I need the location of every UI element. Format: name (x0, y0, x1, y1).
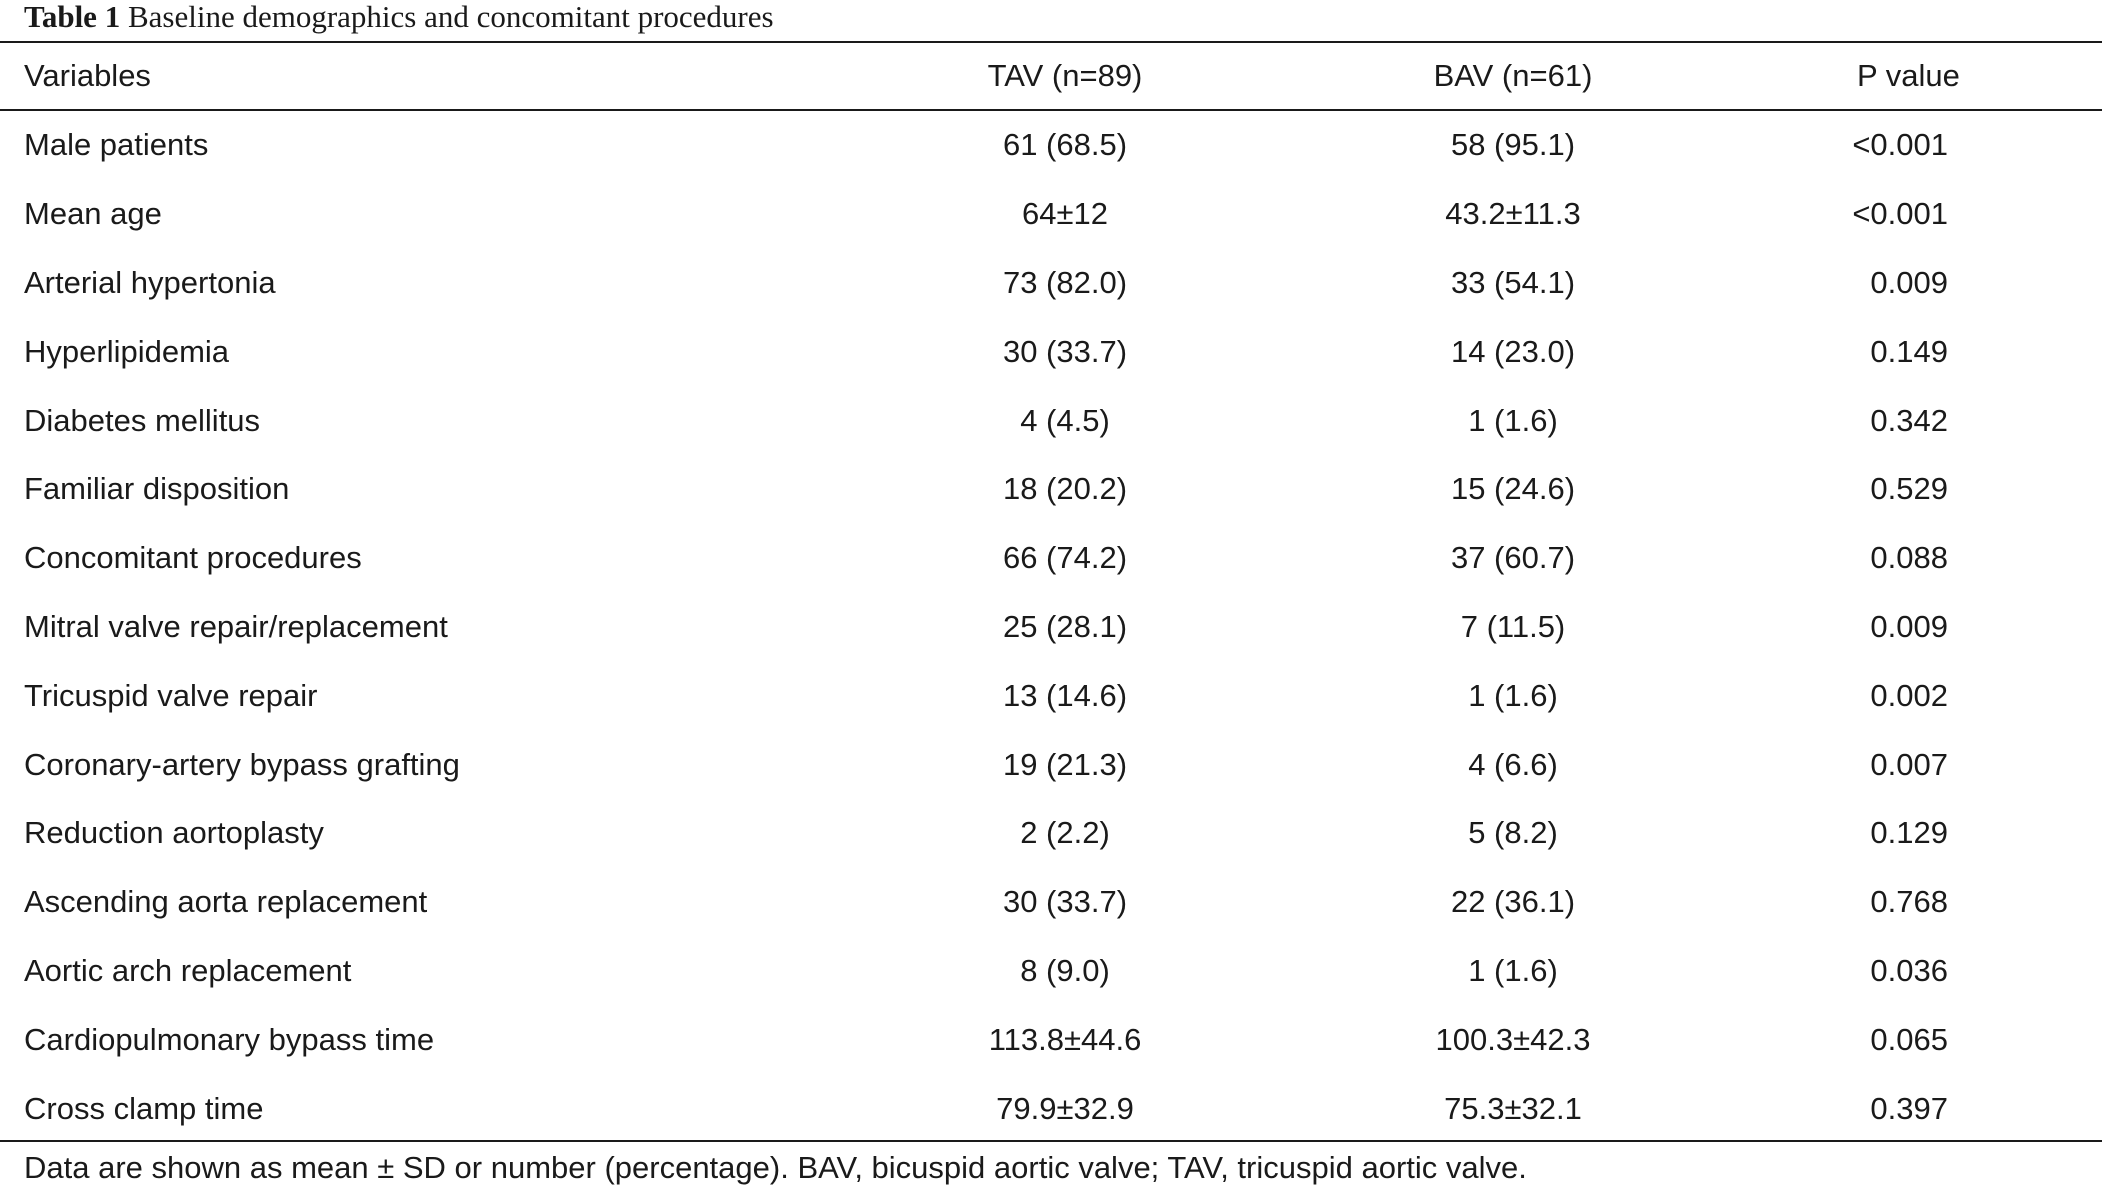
cell-variable: Reduction aortoplasty (24, 815, 324, 851)
cell-variable: Concomitant procedures (24, 540, 362, 576)
table-row: Familiar disposition 18 (20.2) 15 (24.6)… (0, 455, 2102, 524)
cell-bav: 5 (8.2) (1468, 815, 1558, 851)
cell-variable: Cardiopulmonary bypass time (24, 1021, 435, 1057)
table-row: Arterial hypertonia 73 (82.0) 33 (54.1) … (0, 249, 2102, 318)
cell-bav: 75.3±32.1 (1444, 1090, 1582, 1126)
cell-p-value: 0.342 (1870, 402, 1948, 438)
cell-bav: 1 (1.6) (1468, 402, 1558, 438)
cell-tav: 4 (4.5) (1020, 402, 1110, 438)
top-rule (0, 41, 2102, 43)
header-bav: BAV (n=61) (1433, 58, 1593, 93)
cell-p-value: 0.149 (1870, 333, 1948, 369)
cell-tav: 13 (14.6) (1002, 677, 1128, 713)
table-caption: Table 1 Baseline demographics and concom… (24, 0, 774, 38)
cell-bav: 22 (36.1) (1450, 884, 1576, 920)
cell-p-value: 0.009 (1870, 608, 1948, 644)
cell-bav: 37 (60.7) (1450, 540, 1576, 576)
table-row: Concomitant procedures 66 (74.2) 37 (60.… (0, 524, 2102, 593)
cell-tav: 64±12 (1022, 196, 1108, 232)
cell-tav: 66 (74.2) (1002, 540, 1128, 576)
table-header-row: Variables TAV (n=89) BAV (n=61) P value (0, 43, 2102, 109)
cell-tav: 73 (82.0) (1002, 264, 1128, 300)
cell-variable: Diabetes mellitus (24, 402, 261, 438)
cell-p-value: 0.007 (1870, 746, 1948, 782)
table-body: Male patients 61 (68.5) 58 (95.1) <0.001… (0, 111, 2102, 1143)
cell-bav: 33 (54.1) (1450, 264, 1576, 300)
cell-variable: Male patients (24, 127, 209, 163)
cell-p-value: <0.001 (1852, 127, 1948, 163)
table-row: Diabetes mellitus 4 (4.5) 1 (1.6) 0.342 (0, 386, 2102, 455)
cell-variable: Cross clamp time (24, 1090, 264, 1126)
cell-bav: 1 (1.6) (1468, 677, 1558, 713)
cell-p-value: 0.002 (1870, 677, 1948, 713)
header-tav: TAV (n=89) (987, 58, 1143, 93)
cell-tav: 30 (33.7) (1002, 333, 1128, 369)
table-row: Hyperlipidemia 30 (33.7) 14 (23.0) 0.149 (0, 317, 2102, 386)
table-caption-label: Table 1 (24, 0, 121, 34)
cell-tav: 19 (21.3) (1002, 746, 1128, 782)
cell-tav: 8 (9.0) (1020, 952, 1110, 988)
table-caption-text: Baseline demographics and concomitant pr… (127, 0, 774, 34)
cell-tav: 18 (20.2) (1002, 471, 1128, 507)
table-row: Mean age 64±12 43.2±11.3 <0.001 (0, 180, 2102, 249)
cell-variable: Aortic arch replacement (24, 952, 352, 988)
cell-variable: Ascending aorta replacement (24, 884, 428, 920)
cell-tav: 25 (28.1) (1002, 608, 1128, 644)
table-row: Mitral valve repair/replacement 25 (28.1… (0, 593, 2102, 662)
data-table: Variables TAV (n=89) BAV (n=61) P value … (0, 43, 2102, 1126)
cell-p-value: 0.529 (1870, 471, 1948, 507)
table-row: Cross clamp time 79.9±32.9 75.3±32.1 0.3… (0, 1074, 2102, 1143)
cell-p-value: 0.768 (1870, 884, 1948, 920)
cell-p-value: 0.088 (1870, 540, 1948, 576)
cell-tav: 61 (68.5) (1002, 127, 1128, 163)
table-row: Ascending aorta replacement 30 (33.7) 22… (0, 868, 2102, 937)
table-row: Reduction aortoplasty 2 (2.2) 5 (8.2) 0.… (0, 799, 2102, 868)
header-p-value: P value (1857, 58, 1960, 93)
cell-bav: 14 (23.0) (1450, 333, 1576, 369)
cell-bav: 1 (1.6) (1468, 952, 1558, 988)
cell-bav: 100.3±42.3 (1435, 1021, 1591, 1057)
cell-p-value: 0.036 (1870, 952, 1948, 988)
cell-bav: 15 (24.6) (1450, 471, 1576, 507)
table-row: Male patients 61 (68.5) 58 (95.1) <0.001 (0, 111, 2102, 180)
cell-tav: 30 (33.7) (1002, 884, 1128, 920)
bottom-rule (0, 1140, 2102, 1142)
table-row: Aortic arch replacement 8 (9.0) 1 (1.6) … (0, 937, 2102, 1006)
cell-p-value: <0.001 (1852, 196, 1948, 232)
cell-variable: Arterial hypertonia (24, 264, 276, 300)
cell-p-value: 0.065 (1870, 1021, 1948, 1057)
cell-tav: 113.8±44.6 (988, 1021, 1142, 1057)
table-row: Cardiopulmonary bypass time 113.8±44.6 1… (0, 1005, 2102, 1074)
table-row: Coronary-artery bypass grafting 19 (21.3… (0, 730, 2102, 799)
table-row: Tricuspid valve repair 13 (14.6) 1 (1.6)… (0, 661, 2102, 730)
cell-variable: Tricuspid valve repair (24, 677, 318, 713)
cell-bav: 43.2±11.3 (1445, 196, 1581, 232)
table-footnote: Data are shown as mean ± SD or number (p… (24, 1150, 1527, 1185)
cell-variable: Mitral valve repair/replacement (24, 608, 448, 644)
cell-p-value: 0.397 (1870, 1090, 1948, 1126)
cell-variable: Hyperlipidemia (24, 333, 230, 369)
cell-tav: 79.9±32.9 (996, 1090, 1134, 1126)
cell-bav: 7 (11.5) (1460, 608, 1566, 644)
cell-variable: Coronary-artery bypass grafting (24, 746, 460, 782)
header-variables: Variables (24, 58, 151, 93)
cell-bav: 58 (95.1) (1450, 127, 1576, 163)
header-rule (0, 109, 2102, 111)
cell-p-value: 0.129 (1870, 815, 1948, 851)
cell-tav: 2 (2.2) (1020, 815, 1110, 851)
cell-variable: Mean age (24, 196, 162, 232)
cell-p-value: 0.009 (1870, 264, 1948, 300)
cell-variable: Familiar disposition (24, 471, 290, 507)
cell-bav: 4 (6.6) (1468, 746, 1558, 782)
